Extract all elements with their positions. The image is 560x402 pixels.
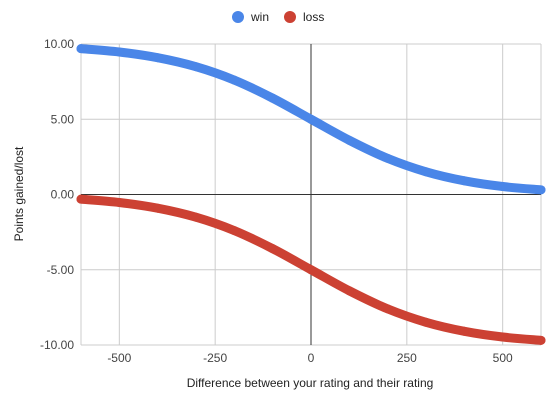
data-point-loss <box>306 265 316 275</box>
data-point-win <box>459 176 469 186</box>
data-point-loss <box>153 203 163 213</box>
data-point-win <box>344 135 354 145</box>
data-point-loss <box>114 197 124 207</box>
x-axis-title: Difference between your rating and their… <box>187 376 434 390</box>
x-tick-label: -500 <box>107 351 131 365</box>
x-tick-label: 250 <box>397 351 417 365</box>
data-point-win <box>498 182 508 192</box>
data-point-loss <box>268 244 278 254</box>
data-point-loss <box>191 212 201 222</box>
y-tick-label: -5.00 <box>47 263 75 277</box>
data-point-loss <box>421 317 431 327</box>
x-tick-label: 0 <box>308 351 315 365</box>
data-point-win <box>76 44 86 54</box>
y-tick-label: 0.00 <box>51 188 75 202</box>
data-point-win <box>421 167 431 177</box>
legend-label-win: win <box>250 10 269 24</box>
y-axis-title: Points gained/lost <box>12 146 26 241</box>
data-point-loss <box>383 304 393 314</box>
legend-marker-win <box>232 11 244 23</box>
tick-labels: -500 -250 0 250 500 10.00 5.00 0.00 -5.00 -10.00 <box>40 37 513 365</box>
data-point-loss <box>498 332 508 342</box>
y-tick-label: 5.00 <box>51 112 75 126</box>
data-point-win <box>229 75 239 85</box>
data-point-loss <box>344 286 354 296</box>
data-point-loss <box>536 335 546 345</box>
axes <box>81 44 541 345</box>
data-point-loss <box>229 226 239 236</box>
data-point-win <box>306 114 316 124</box>
data-point-win <box>268 93 278 103</box>
data-point-loss <box>459 326 469 336</box>
y-tick-label: 10.00 <box>44 37 74 51</box>
data-point-loss <box>76 194 86 204</box>
legend-marker-loss <box>284 11 296 23</box>
data-point-win <box>191 62 201 72</box>
data-point-win <box>536 185 546 195</box>
x-tick-label: -250 <box>203 351 227 365</box>
legend: win loss <box>232 10 324 24</box>
series-layer <box>76 44 546 345</box>
y-tick-label: -10.00 <box>40 338 74 352</box>
data-point-win <box>153 53 163 63</box>
data-point-win <box>383 153 393 163</box>
x-tick-label: 500 <box>493 351 513 365</box>
legend-label-loss: loss <box>303 10 324 24</box>
data-point-win <box>114 47 124 57</box>
